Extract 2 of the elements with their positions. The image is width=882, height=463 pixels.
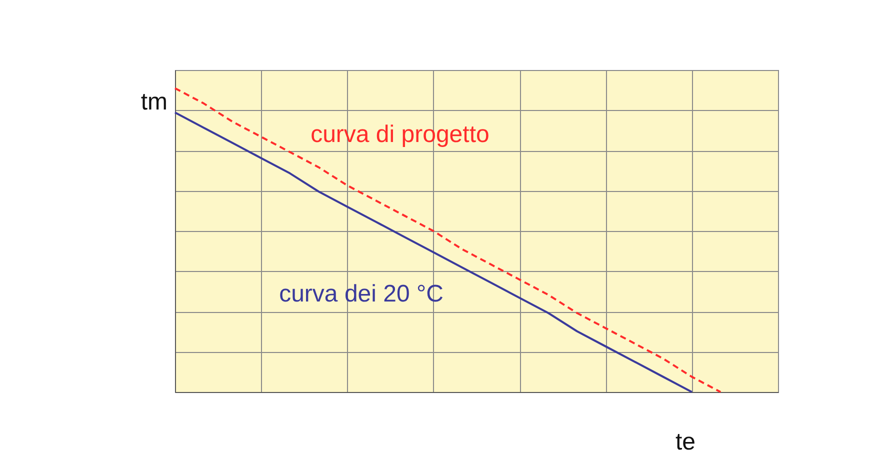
- y-axis-title: tm: [140, 88, 168, 116]
- x-axis-title: te: [676, 428, 696, 456]
